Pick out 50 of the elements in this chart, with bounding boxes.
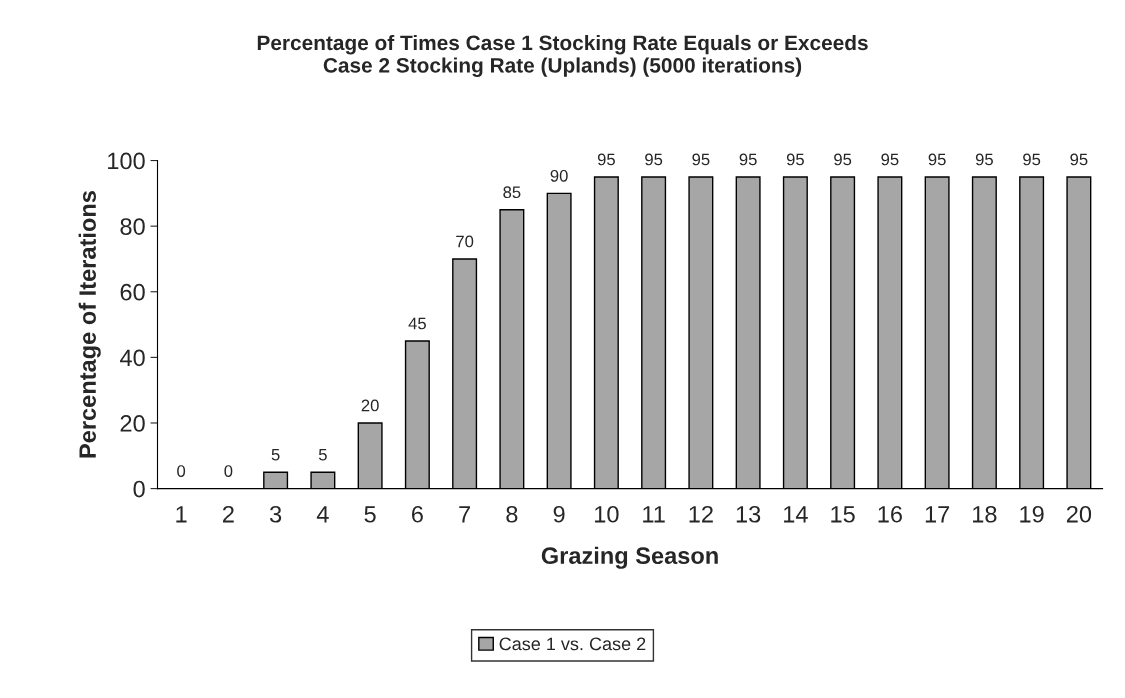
x-tick-label: 16 — [878, 505, 902, 523]
y-tick-label: 60 — [120, 283, 145, 301]
x-tick-label: 8 — [506, 505, 518, 523]
x-tick-label: 9 — [553, 505, 565, 523]
x-tick-label: 18 — [973, 505, 997, 523]
y-tick-label: 100 — [108, 152, 145, 170]
data-label: 5 — [271, 448, 280, 461]
data-label: 95 — [928, 153, 946, 166]
x-tick-label: 1 — [176, 506, 187, 523]
y-tick-label: 40 — [119, 349, 145, 367]
x-tick-label: 10 — [595, 505, 619, 523]
y-tick-label: 0 — [133, 480, 145, 498]
data-label: 95 — [1070, 153, 1088, 166]
x-tick-label: 19 — [1020, 505, 1044, 523]
x-tick-label: 14 — [784, 506, 808, 523]
x-tick-label: 7 — [459, 506, 471, 523]
data-label: 95 — [881, 153, 899, 166]
data-label: 95 — [1023, 153, 1041, 166]
data-label: 5 — [318, 448, 327, 461]
data-label: 70 — [456, 235, 474, 248]
data-label: 20 — [361, 399, 379, 412]
chart-title: Percentage of Times Case 1 Stocking Rate Equals or Exceeds Case 2 Stocking Rate (Uplands) (5000 iterations) — [257, 34, 868, 77]
data-label: 45 — [408, 317, 426, 330]
y-tick-label: 20 — [120, 415, 145, 432]
x-tick-label: 20 — [1066, 505, 1092, 523]
data-label: 95 — [975, 153, 993, 166]
x-tick-label: 15 — [831, 506, 855, 523]
x-tick-label: 12 — [689, 505, 713, 523]
x-tick-label: 6 — [412, 505, 423, 523]
legend-label: Case 1 vs. Case 2 — [499, 637, 646, 651]
data-label: 95 — [834, 153, 852, 166]
data-label: 85 — [503, 186, 521, 199]
x-tick-label: 5 — [364, 506, 376, 523]
x-tick-label: 17 — [925, 506, 950, 523]
x-tick-label: 4 — [316, 506, 329, 523]
data-label: 95 — [692, 153, 710, 166]
data-label: 95 — [786, 153, 804, 166]
data-label: 95 — [597, 153, 615, 166]
x-tick-label: 13 — [736, 505, 761, 523]
data-label: 95 — [645, 153, 663, 166]
x-tick-label: 11 — [643, 506, 665, 523]
y-tick-label: 80 — [120, 218, 145, 235]
y-axis-title: Percentage of Iterations — [78, 191, 101, 458]
data-label: 0 — [224, 465, 233, 477]
data-label: 0 — [177, 465, 186, 477]
x-axis-title: Grazing Season — [541, 546, 718, 569]
data-label: 95 — [739, 153, 757, 166]
data-label: 90 — [550, 169, 568, 182]
x-tick-label: 3 — [269, 505, 282, 523]
x-tick-label: 2 — [223, 505, 234, 523]
